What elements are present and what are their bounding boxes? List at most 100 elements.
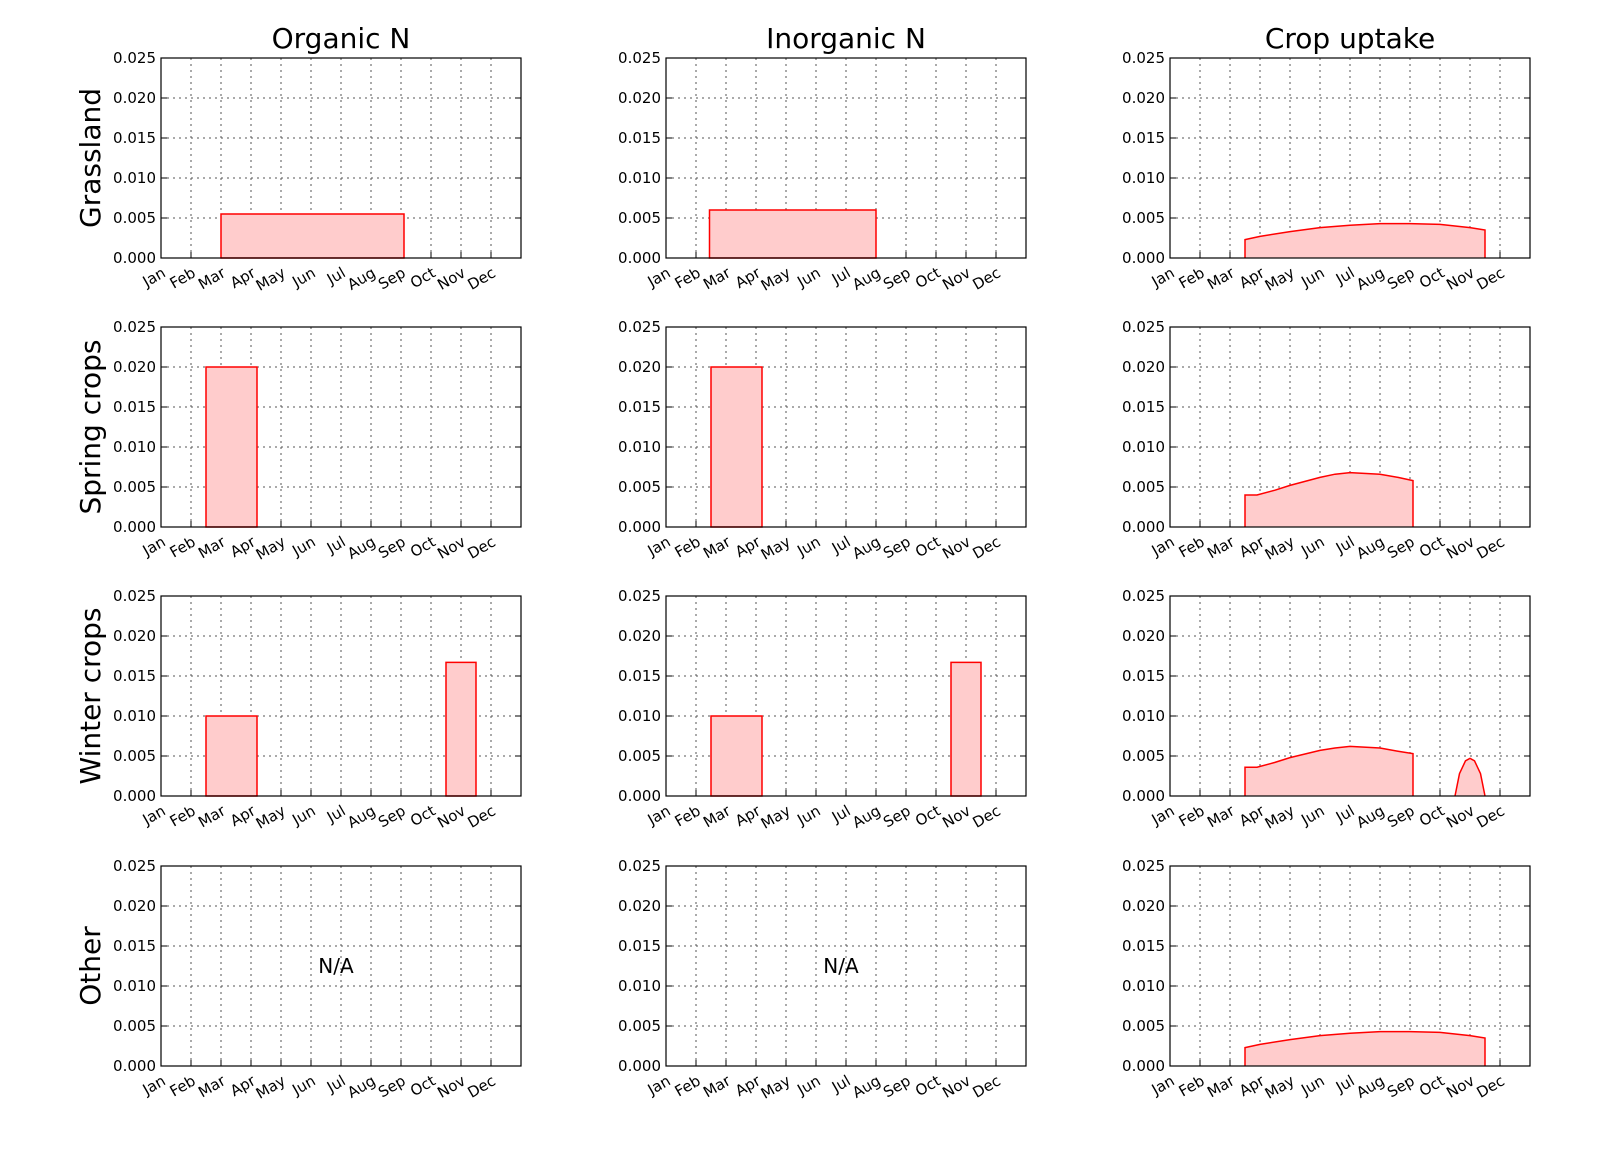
x-tick-label: Dec xyxy=(1473,1072,1507,1102)
y-tick-label: 0.020 xyxy=(1122,627,1165,645)
x-tick-label: Aug xyxy=(344,802,378,832)
x-tick-label: Feb xyxy=(1176,264,1208,293)
y-tick-label: 0.020 xyxy=(113,89,156,107)
x-tick-label: Jun xyxy=(793,533,823,561)
x-tick-label: Aug xyxy=(849,1072,883,1102)
y-tick-label: 0.000 xyxy=(1122,249,1165,267)
x-tick-label: Jun xyxy=(793,1072,823,1100)
y-tick-label: 0.020 xyxy=(113,897,156,915)
x-tick-label: Aug xyxy=(849,802,883,832)
y-tick-label: 0.015 xyxy=(618,129,661,147)
x-tick-label: Nov xyxy=(939,1072,973,1102)
x-tick-label: Mar xyxy=(700,263,734,293)
x-tick-label: Aug xyxy=(1353,802,1387,832)
axes-frame xyxy=(160,865,522,1067)
x-tick-label: Jul xyxy=(1332,264,1358,289)
y-tick-label: 0.015 xyxy=(1122,129,1165,147)
x-tick-label: Jul xyxy=(828,264,854,289)
x-tick-label: Aug xyxy=(1353,264,1387,294)
x-tick-label: Mar xyxy=(1204,801,1238,831)
x-tick-label: Sep xyxy=(880,533,913,563)
x-tick-label: May xyxy=(758,264,794,295)
x-tick-label: Dec xyxy=(464,533,498,563)
y-tick-label: 0.000 xyxy=(113,787,156,805)
x-tick-label: Aug xyxy=(344,533,378,563)
y-tick-label: 0.020 xyxy=(1122,897,1165,915)
x-tick-label: Jun xyxy=(1297,264,1327,292)
x-tick-label: Aug xyxy=(344,1072,378,1102)
y-tick-label: 0.025 xyxy=(618,49,661,67)
x-tick-label: Aug xyxy=(344,264,378,294)
y-tick-label: 0.025 xyxy=(1122,857,1165,875)
axes-frame xyxy=(1169,865,1531,1067)
y-tick-label: 0.005 xyxy=(618,747,661,765)
x-tick-label: Jan xyxy=(139,802,169,830)
y-tick-label: 0.000 xyxy=(113,1057,156,1075)
row-title: Winter crops xyxy=(74,608,107,785)
x-tick-label: Mar xyxy=(1204,1071,1238,1101)
data-line xyxy=(1244,1030,1486,1066)
y-tick-label: 0.015 xyxy=(113,129,156,147)
x-tick-label: Nov xyxy=(434,1072,468,1102)
x-tick-label: Jun xyxy=(793,802,823,830)
x-tick-label: Jul xyxy=(1332,533,1358,558)
x-tick-label: Mar xyxy=(195,263,229,293)
x-tick-label: Jun xyxy=(288,264,318,292)
x-tick-label: Dec xyxy=(969,1072,1003,1102)
y-tick-label: 0.015 xyxy=(1122,667,1165,685)
data-area xyxy=(1245,746,1413,796)
axes-frame xyxy=(665,865,1027,1067)
x-tick-label: Aug xyxy=(849,533,883,563)
x-tick-label: Sep xyxy=(880,1072,913,1102)
x-tick-label: Jun xyxy=(1297,533,1327,561)
data-bar xyxy=(205,715,258,797)
y-tick-label: 0.020 xyxy=(618,358,661,376)
x-tick-label: Jul xyxy=(828,802,854,827)
data-line xyxy=(1244,222,1486,258)
x-tick-label: Nov xyxy=(1443,533,1477,563)
x-tick-label: May xyxy=(1262,533,1298,564)
data-bar xyxy=(708,209,877,259)
x-tick-label: Nov xyxy=(434,802,468,832)
x-tick-label: May xyxy=(253,802,289,833)
x-tick-label: Feb xyxy=(672,802,704,831)
y-tick-label: 0.005 xyxy=(113,209,156,227)
x-tick-label: Feb xyxy=(672,264,704,293)
x-tick-label: Sep xyxy=(375,533,408,563)
data-bar xyxy=(445,661,477,797)
x-tick-label: Jul xyxy=(1332,802,1358,827)
x-tick-label: Feb xyxy=(167,264,199,293)
x-tick-label: Dec xyxy=(969,533,1003,563)
x-tick-label: Nov xyxy=(939,533,973,563)
x-tick-label: Sep xyxy=(1384,533,1417,563)
y-tick-label: 0.000 xyxy=(1122,1057,1165,1075)
axes-frame xyxy=(160,595,522,797)
axes-frame xyxy=(160,326,522,528)
y-tick-label: 0.015 xyxy=(113,937,156,955)
x-tick-label: Feb xyxy=(167,802,199,831)
y-tick-label: 0.010 xyxy=(1122,977,1165,995)
data-area xyxy=(1245,472,1413,527)
y-tick-label: 0.015 xyxy=(618,937,661,955)
x-tick-label: Dec xyxy=(969,264,1003,294)
x-tick-label: Nov xyxy=(1443,1072,1477,1102)
x-tick-label: Feb xyxy=(1176,802,1208,831)
y-tick-label: 0.020 xyxy=(618,89,661,107)
y-tick-label: 0.005 xyxy=(618,209,661,227)
x-tick-label: Dec xyxy=(464,1072,498,1102)
y-tick-label: 0.000 xyxy=(618,518,661,536)
y-tick-label: 0.025 xyxy=(618,857,661,875)
y-tick-label: 0.005 xyxy=(1122,478,1165,496)
x-tick-label: Jan xyxy=(644,533,674,561)
x-tick-label: May xyxy=(758,1072,794,1103)
x-tick-label: Aug xyxy=(1353,1072,1387,1102)
x-tick-label: Jun xyxy=(288,1072,318,1100)
y-tick-label: 0.010 xyxy=(1122,707,1165,725)
data-line xyxy=(1244,745,1414,796)
axes-frame xyxy=(1169,595,1531,797)
y-tick-label: 0.000 xyxy=(618,1057,661,1075)
x-tick-label: Jan xyxy=(1148,802,1178,830)
data-area xyxy=(1245,223,1485,258)
y-tick-label: 0.020 xyxy=(1122,358,1165,376)
